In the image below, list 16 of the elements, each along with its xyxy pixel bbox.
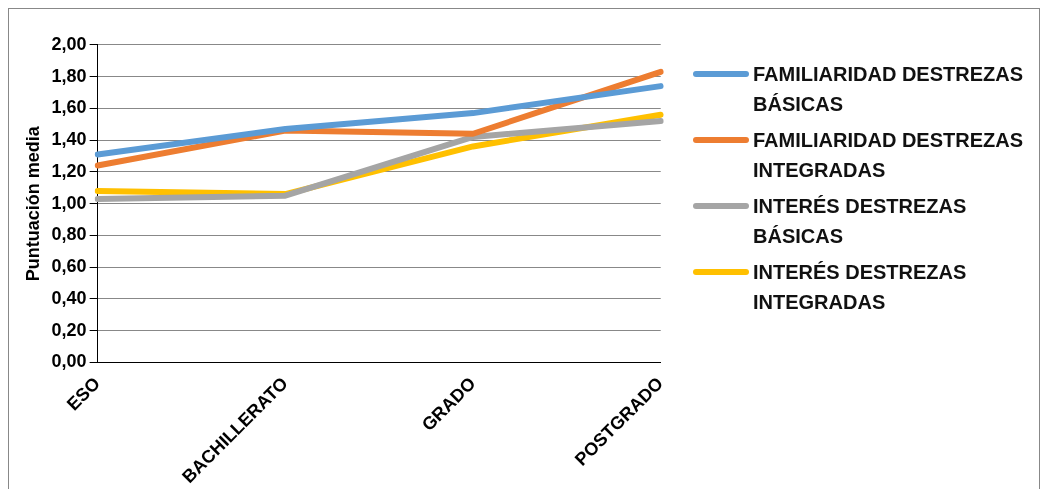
y-tick-label: 0,80: [51, 224, 87, 245]
legend-label: FAMILIARIDAD DESTREZAS BÁSICAS: [753, 62, 1024, 117]
y-tick-label: 1,00: [51, 192, 87, 213]
y-tick-label: 0,00: [51, 351, 87, 372]
y-tick-label: 1,40: [51, 129, 87, 150]
y-tick-label: 1,20: [51, 160, 87, 181]
legend-label: FAMILIARIDAD DESTREZAS INTEGRADAS: [753, 128, 1024, 183]
y-tick-label: 1,80: [51, 65, 87, 86]
legend-label: INTERÉS DESTREZAS INTEGRADAS: [753, 260, 968, 315]
y-tick-label: 0,60: [51, 256, 87, 277]
y-tick-label: 1,60: [51, 97, 87, 118]
y-tick-label: 0,20: [51, 319, 87, 340]
y-tick-label: 0,40: [51, 287, 87, 308]
y-axis-title: Puntuación media: [22, 125, 43, 282]
legend-label: INTERÉS DESTREZAS BÁSICAS: [753, 194, 968, 249]
y-tick-label: 2,00: [51, 33, 87, 54]
